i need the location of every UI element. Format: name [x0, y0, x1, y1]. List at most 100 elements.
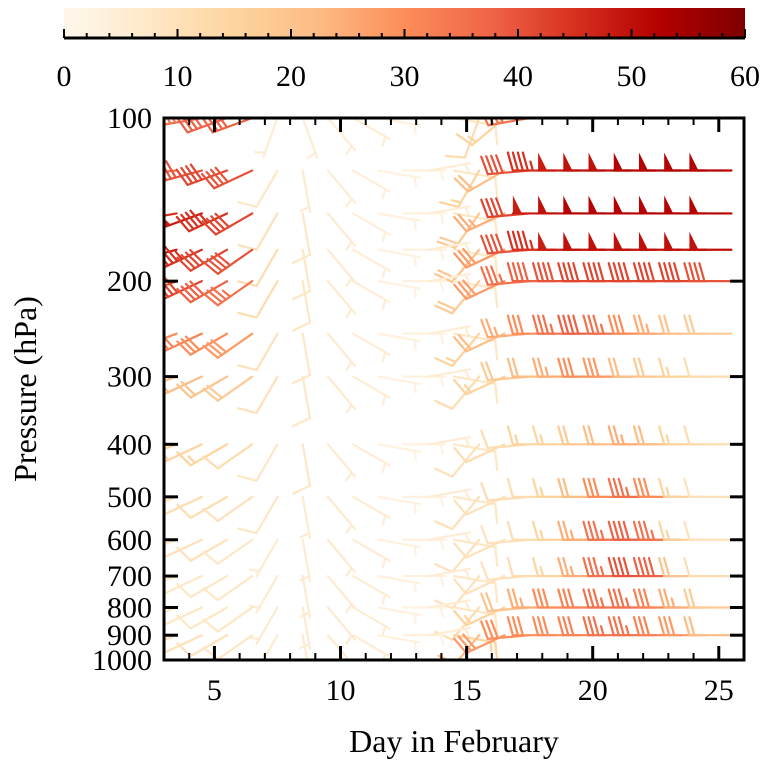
- wind-barb: [663, 118, 708, 120]
- wind-barb: [582, 262, 632, 283]
- wind-barb: [176, 443, 229, 467]
- wind-barb: [176, 634, 229, 658]
- wind-barb: [402, 574, 447, 587]
- wind-barb: [176, 248, 229, 272]
- wind-barb: [453, 633, 506, 655]
- wind-barb: [292, 248, 312, 301]
- wind-barb: [377, 538, 421, 557]
- colorbar-tick-label: 0: [57, 60, 72, 93]
- wind-barb: [658, 616, 708, 637]
- wind-barb: [352, 375, 391, 406]
- wind-barb: [511, 195, 556, 215]
- wind-barb: [683, 556, 733, 578]
- wind-barb: [202, 332, 254, 359]
- wind-barb: [452, 248, 499, 277]
- wind-barb: [427, 368, 472, 380]
- wind-barb: [637, 152, 683, 172]
- wind-barb: [663, 195, 708, 215]
- colorbar-tick-label: 40: [503, 60, 533, 93]
- wind-barb: [326, 280, 357, 319]
- wind-barb: [427, 162, 472, 174]
- wind-barb: [402, 443, 447, 455]
- wind-barb: [632, 357, 683, 378]
- wind-barb: [452, 634, 499, 660]
- wind-barb: [352, 212, 391, 243]
- wind-barb: [352, 443, 391, 473]
- wind-barb: [377, 280, 421, 298]
- wind-barb: [658, 588, 708, 609]
- wind-barb: [663, 152, 708, 172]
- wind-barb: [176, 538, 229, 562]
- wind-barb: [326, 538, 357, 577]
- wind-barb: [402, 248, 447, 260]
- wind-barb: [637, 118, 683, 120]
- wind-barb: [439, 169, 481, 208]
- wind-barb: [164, 574, 178, 582]
- wind-barb: [658, 262, 708, 283]
- colorbar-tick-label: 20: [276, 60, 306, 93]
- wind-barb: [299, 495, 312, 540]
- wind-barb: [377, 495, 421, 514]
- plot-frame: [162, 116, 746, 662]
- wind-barb: [452, 169, 499, 198]
- wind-barb: [402, 538, 447, 550]
- x-tick-label: 10: [326, 674, 356, 707]
- wind-barb: [632, 520, 683, 541]
- wind-barb: [164, 375, 203, 396]
- wind-barb: [237, 212, 279, 251]
- wind-barb: [254, 118, 279, 159]
- wind-barb: [164, 332, 178, 340]
- wind-barb: [201, 212, 254, 236]
- wind-barb: [326, 443, 357, 482]
- colorbar-ticks: 0 10 20 30 40 50 60: [57, 29, 760, 93]
- x-tick-label: 20: [578, 674, 608, 707]
- wind-barb: [248, 538, 279, 578]
- wind-barb: [607, 520, 657, 541]
- wind-barb: [427, 241, 472, 253]
- wind-barb: [299, 538, 312, 583]
- colorbar-tick-label: 10: [163, 60, 193, 93]
- wind-barb: [248, 574, 279, 614]
- wind-barb: [164, 538, 178, 546]
- wind-barb: [683, 357, 733, 378]
- wind-barb: [562, 152, 607, 172]
- wind-barb: [688, 152, 733, 172]
- wind-barb: [377, 248, 421, 267]
- wind-barb: [582, 357, 632, 378]
- wind-barb: [164, 495, 178, 503]
- y-tick-label: 100: [107, 102, 152, 135]
- wind-barb: [663, 231, 708, 251]
- wind-barb: [688, 118, 733, 120]
- wind-barb: [301, 118, 319, 160]
- wind-barb: [557, 314, 607, 335]
- wind-barb: [506, 556, 556, 578]
- wind-barb: [402, 606, 447, 618]
- wind-barb: [237, 495, 279, 535]
- wind-barb: [427, 272, 472, 285]
- wind-barb: [164, 634, 203, 655]
- wind-barb: [352, 280, 391, 310]
- y-tick-label: 400: [107, 428, 152, 461]
- wind-barb: [164, 443, 203, 464]
- wind-barb: [562, 231, 607, 251]
- wind-barb: [427, 435, 472, 448]
- wind-barb: [202, 375, 254, 402]
- wind-barb: [164, 212, 178, 217]
- wind-barb: [452, 375, 499, 404]
- wind-barb: [176, 574, 229, 599]
- wind-barb: [483, 118, 531, 127]
- wind-barb: [452, 574, 499, 604]
- wind-barb: [202, 443, 254, 470]
- y-tick-label: 200: [107, 265, 152, 298]
- wind-barb: [683, 588, 733, 609]
- wind-barb: [202, 280, 254, 307]
- wind-barb: [301, 634, 309, 660]
- wind-barb: [352, 574, 391, 605]
- wind-barb: [176, 606, 229, 630]
- wind-barb: [377, 212, 421, 231]
- wind-barb: [531, 425, 582, 446]
- wind-barb: [352, 118, 391, 147]
- wind-barb: [632, 477, 683, 498]
- wind-barb: [164, 538, 203, 559]
- wind-barb: [531, 477, 582, 498]
